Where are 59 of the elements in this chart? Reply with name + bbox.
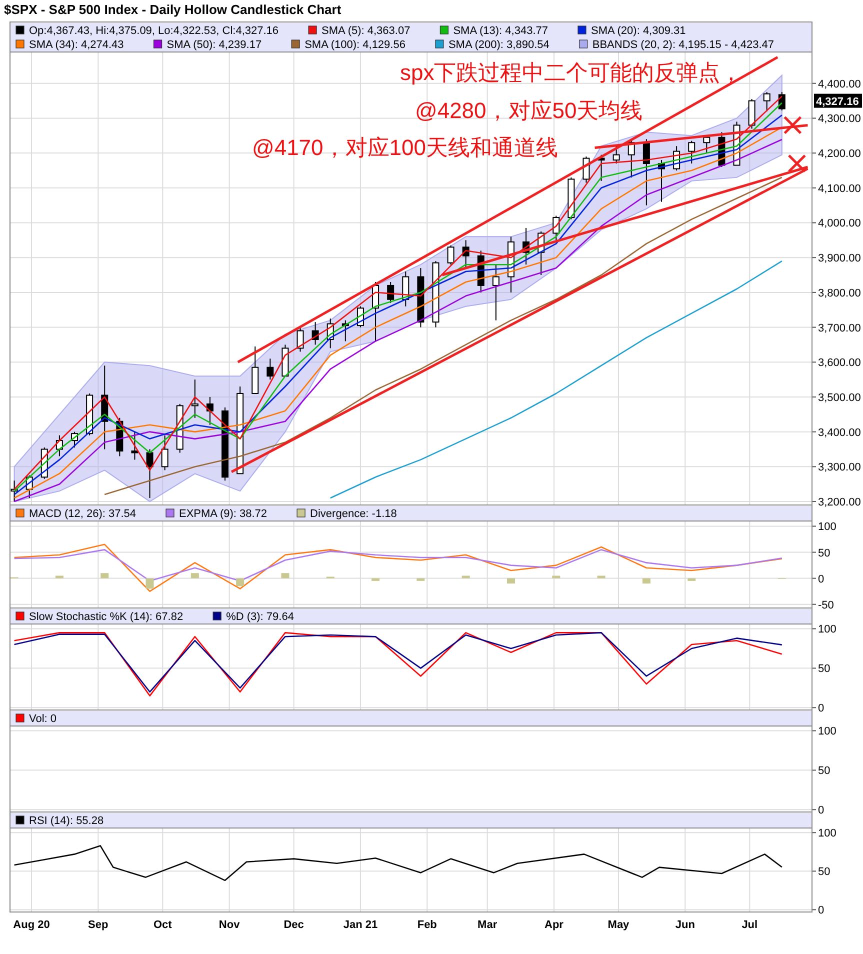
- y-tick-label: 0: [818, 804, 824, 817]
- y-tick-label: 50: [818, 663, 830, 676]
- y-tick-label: 3,900.00: [818, 252, 861, 265]
- y-tick-label: 4,100.00: [818, 182, 861, 195]
- x-tick-label: May: [608, 919, 630, 931]
- y-tick-label: 0: [818, 702, 824, 715]
- legend-label: MACD (12, 26): 37.54: [29, 508, 136, 520]
- legend-label: Op:4,367.43, Hi:4,375.09, Lo:4,322.53, Cl:4,327.16: [29, 25, 279, 37]
- y-tick-label: 50: [818, 547, 830, 560]
- x-tick-label: Sep: [88, 919, 109, 931]
- annotation: spx下跌过程中二个可能的反弹点，: [400, 60, 742, 85]
- y-tick-label: 50: [818, 765, 830, 778]
- legend-label: SMA (13): 4,343.77: [453, 25, 548, 37]
- legend-label: RSI (14): 55.28: [29, 815, 104, 827]
- y-tick-label: 3,300.00: [818, 462, 861, 474]
- legend-label: EXPMA (9): 38.72: [179, 508, 268, 520]
- y-tick-label: 3,700.00: [818, 322, 861, 334]
- legend-label: Divergence: -1.18: [310, 508, 397, 520]
- y-tick-label: 4,000.00: [818, 218, 861, 230]
- legend-label: Vol: 0: [29, 713, 57, 725]
- legend-label: SMA (100): 4,129.56: [304, 39, 406, 51]
- y-tick-label: 3,200.00: [818, 496, 861, 509]
- x-tick-label: Oct: [153, 919, 172, 931]
- legend-label: %D (3): 79.64: [226, 611, 294, 623]
- y-tick-label: 4,300.00: [818, 113, 861, 126]
- legend-label: Slow Stochastic %K (14): 67.82: [29, 611, 184, 623]
- y-tick-label: 100: [818, 624, 836, 636]
- annotation: @4280，对应50天均线: [415, 98, 643, 123]
- y-tick-label: 3,600.00: [818, 357, 861, 370]
- y-tick-label: 100: [818, 828, 836, 840]
- y-tick-label: 3,800.00: [818, 287, 861, 300]
- legend-label: SMA (50): 4,239.17: [166, 39, 262, 51]
- x-tick-label: Jun: [675, 919, 696, 931]
- y-tick-label: 4,400.00: [818, 78, 861, 90]
- x-tick-label: Apr: [544, 919, 564, 931]
- y-tick-label: 3,400.00: [818, 426, 861, 439]
- y-tick-label: 0: [818, 904, 824, 917]
- legend-label: SMA (34): 4,274.43: [29, 39, 124, 51]
- x-tick-label: Feb: [417, 919, 438, 931]
- x-tick-label: Nov: [218, 919, 241, 931]
- x-tick-label: Mar: [478, 919, 498, 931]
- chart-title: $SPX - S&P 500 Index - Daily Hollow Candlestick Chart: [4, 2, 342, 17]
- y-tick-label: 50: [818, 866, 830, 878]
- x-tick-label: Jan 21: [343, 919, 378, 931]
- y-tick-label: 100: [818, 521, 836, 534]
- y-tick-label: 4,200.00: [818, 148, 861, 160]
- y-tick-label: 0: [818, 573, 824, 586]
- legend-label: SMA (20): 4,309.31: [590, 25, 686, 37]
- x-tick-label: Dec: [284, 919, 304, 931]
- y-tick-label: -50: [818, 599, 834, 612]
- y-tick-label: 3,500.00: [818, 392, 861, 404]
- x-tick-label: Aug 20: [13, 919, 50, 931]
- legend-label: SMA (5): 4,363.07: [322, 25, 410, 37]
- text: 4,327.16: [816, 96, 859, 108]
- legend-label: SMA (200): 3,890.54: [448, 39, 550, 51]
- y-tick-label: 100: [818, 726, 836, 738]
- x-tick-label: Jul: [742, 919, 758, 931]
- annotation: @4170，对应100天线和通道线: [252, 135, 558, 160]
- legend-label: BBANDS (20, 2): 4,195.15 - 4,423.47: [592, 39, 774, 51]
